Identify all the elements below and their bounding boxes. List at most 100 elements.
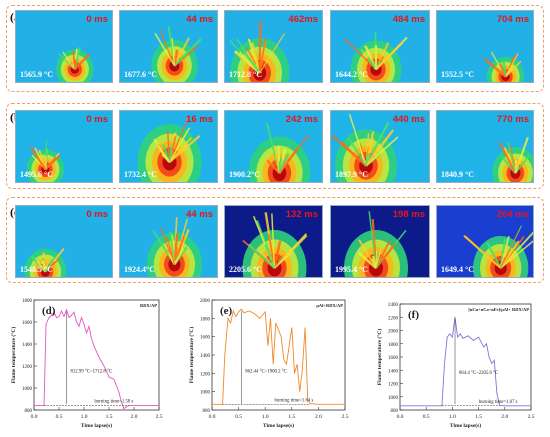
chart-e: 800 1000 1200 1400 1600 1800 2000 0.0 0.5 1.0 1.5 2… [180, 290, 360, 435]
legend-label: [nCu+nCo+nFe]/μAl+ RDX/AP [468, 307, 529, 312]
flame-image [26, 140, 65, 182]
y-tick-label: 1200 [200, 372, 211, 377]
x-tick-label: 1.5 [475, 414, 482, 420]
frame-time-label: 484 ms [392, 14, 425, 25]
series-line [34, 308, 159, 410]
y-tick-label: 1600 [200, 336, 211, 341]
series-line [400, 316, 531, 407]
panel-label: (f) [408, 309, 419, 321]
frame-time-label: 0 ms [86, 209, 108, 220]
annotation-burning-time: burning time=1.58 s [95, 400, 134, 405]
x-axis-label: Time lapse(s) [263, 422, 294, 429]
flame-image [137, 115, 202, 182]
frame-time-label: 0 ms [86, 14, 108, 25]
frame-temperature-label: 1552.5 °C [441, 70, 474, 79]
flame-frame: 16 ms 1732.4 °C [119, 110, 218, 183]
flame-frame: 462ms 1712.8 °C [224, 10, 323, 83]
x-tick-label: 0.0 [209, 414, 216, 420]
x-tick-label: 1.5 [106, 414, 113, 420]
flame-frame: 264 ms 1649.4 °C [436, 205, 534, 278]
flame-frame: 0 ms 1565.9 °C [15, 10, 113, 83]
frame-temperature-label: 1677.6 °C [124, 70, 157, 79]
frame-temperature-label: 1649.4 °C [441, 265, 474, 274]
x-axis-label: Time lapse(s) [450, 422, 481, 429]
flame-image [483, 51, 525, 82]
flame-frame: 484 ms 1644.2 °C [330, 10, 430, 83]
y-tick-label: 800 [25, 409, 33, 414]
x-tick-label: 2.5 [342, 414, 349, 420]
y-tick-label: 800 [203, 409, 211, 414]
frame-time-label: 242 ms [285, 114, 318, 125]
x-tick-label: 0.0 [31, 414, 38, 420]
y-tick-label: 1400 [388, 369, 399, 374]
x-tick-label: 0.5 [235, 414, 242, 420]
flame-frame: 704 ms 1552.5 °C [436, 10, 534, 83]
y-tick-label: 1000 [200, 391, 211, 396]
x-tick-label: 2.0 [315, 414, 322, 420]
x-axis-label: Time lapse(s) [81, 422, 112, 429]
y-tick-label: 800 [391, 409, 399, 414]
frame-time-label: 440 ms [392, 114, 425, 125]
y-axis-label: Flame temperature (°C) [10, 327, 17, 384]
frame-time-label: 16 ms [186, 114, 213, 125]
x-tick-label: 1.0 [449, 414, 456, 420]
frame-temperature-label: 1840.9 °C [441, 170, 474, 179]
panel-label: (d) [42, 305, 56, 317]
flame-frame: 0 ms 1548.5 °C [15, 205, 113, 278]
flame-frame: 440 ms 1897.9 °C [330, 110, 430, 183]
chart-d: 800 1000 1200 1400 1600 1800 0.0 0.5 1.0 1.5 2.0 2.… [4, 290, 176, 435]
y-tick-label: 1600 [22, 321, 33, 326]
flame-image [56, 46, 94, 82]
flame-frame: 44 ms 1924.4°C [119, 205, 218, 278]
series-line [212, 308, 345, 405]
y-tick-label: 1200 [22, 365, 33, 370]
legend-label: μAl+RDX/AP [316, 303, 343, 308]
flame-frame: 242 ms 1900.2°C [224, 110, 323, 183]
x-tick-label: 1.0 [81, 414, 88, 420]
frame-time-label: 704 ms [496, 14, 529, 25]
y-tick-label: 2000 [200, 299, 211, 304]
annotation-burning-time: burning time=1.07 s [479, 400, 518, 405]
flame-frame: 770 ms 1840.9 °C [436, 110, 534, 183]
y-tick-label: 1000 [388, 396, 399, 401]
flame-image [229, 20, 290, 82]
x-tick-label: 2.0 [131, 414, 138, 420]
chart-d-svg: 800 1000 1200 1400 1600 1800 0.0 0.5 1.0 1.5 2.0 2.… [10, 299, 163, 429]
y-tick-label: 2000 [388, 330, 399, 335]
frame-time-label: 0 ms [86, 114, 108, 125]
frame-time-label: 44 ms [186, 14, 213, 25]
frame-temperature-label: 1995.4 °C [335, 265, 368, 274]
y-tick-label: 1800 [388, 343, 399, 348]
flame-image [248, 122, 311, 182]
frame-time-label: 770 ms [496, 114, 529, 125]
frame-temperature-label: 1900.2°C [229, 170, 260, 179]
x-tick-label: 2.0 [501, 414, 508, 420]
annotation-range: 812.99 °C~1712.8 °C [71, 370, 113, 375]
flame-image [344, 211, 408, 277]
row-a [6, 5, 544, 92]
flame-image [151, 26, 202, 82]
y-tick-label: 1400 [22, 343, 33, 348]
y-tick-label: 2200 [388, 316, 399, 321]
x-tick-label: 0.0 [397, 414, 404, 420]
frame-time-label: 44 ms [186, 209, 213, 220]
flame-frame: 44 ms 1677.6 °C [119, 10, 218, 83]
annotation-range: 864.4 °C~2205.6 °C [459, 371, 498, 376]
flame-frame: 198 ms 1995.4 °C [330, 205, 430, 278]
y-axis-label: Flame temperature (°C) [376, 329, 383, 386]
row-c [6, 197, 544, 283]
x-tick-label: 2.5 [156, 414, 163, 420]
plot-frame [33, 299, 160, 411]
frame-time-label: 132 ms [285, 209, 318, 220]
flame-image [242, 212, 308, 277]
flame-frame: 0 ms 1495.6 °C [15, 110, 113, 183]
y-tick-label: 1800 [200, 317, 211, 322]
y-tick-label: 1200 [388, 383, 399, 388]
y-tick-label: 1400 [200, 354, 211, 359]
frame-temperature-label: 1924.4°C [124, 265, 155, 274]
x-tick-label: 1.5 [288, 414, 295, 420]
frame-temperature-label: 1495.6 °C [20, 170, 53, 179]
y-tick-label: 2400 [388, 303, 399, 308]
flame-image [331, 113, 399, 182]
chart-f: 800 1000 1200 1400 1600 1800 2000 2200 2400 0.0 0.… [366, 290, 546, 435]
